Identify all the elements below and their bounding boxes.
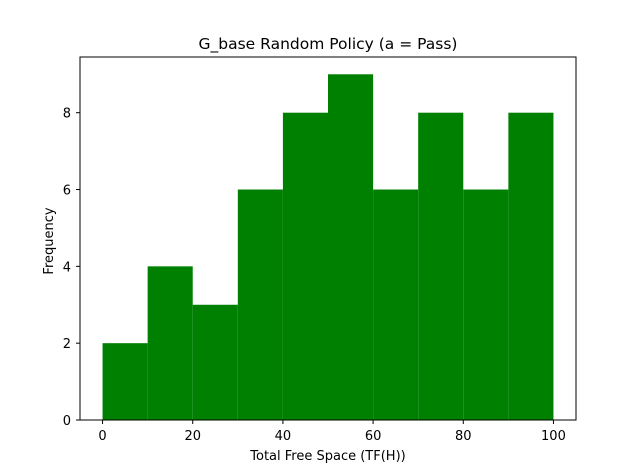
- histogram-bar: [147, 266, 193, 420]
- x-tick-label: 40: [275, 429, 292, 444]
- x-axis-label: Total Free Space (TF(H)): [249, 449, 405, 464]
- histogram-bar: [418, 112, 464, 420]
- x-tick-label: 80: [455, 429, 472, 444]
- y-tick-label: 2: [63, 337, 71, 352]
- histogram-bar: [237, 189, 283, 420]
- histogram-bar: [508, 112, 554, 420]
- y-tick-label: 4: [63, 260, 71, 275]
- x-tick-label: 0: [98, 429, 106, 444]
- histogram-bar: [192, 304, 238, 420]
- bars-group: [102, 74, 554, 421]
- x-ticks-group: 0 20 40 60 80 100: [98, 420, 566, 444]
- y-ticks-group: 0 2 4 6 8: [63, 107, 80, 429]
- histogram-bar: [328, 74, 374, 421]
- plot-frame: [79, 56, 577, 421]
- histogram-bar: [373, 189, 419, 420]
- histogram-bar: [282, 112, 328, 420]
- y-tick-label: 0: [63, 414, 71, 429]
- x-tick-label: 100: [541, 429, 566, 444]
- x-tick-label: 20: [184, 429, 201, 444]
- x-tick-label: 60: [365, 429, 382, 444]
- y-tick-label: 8: [63, 107, 71, 122]
- y-axis-label: Frequency: [42, 207, 57, 274]
- histogram-bar: [102, 343, 148, 420]
- chart-title: G_base Random Policy (a = Pass): [199, 35, 458, 54]
- histogram-bar: [463, 189, 509, 420]
- y-tick-label: 6: [63, 184, 71, 199]
